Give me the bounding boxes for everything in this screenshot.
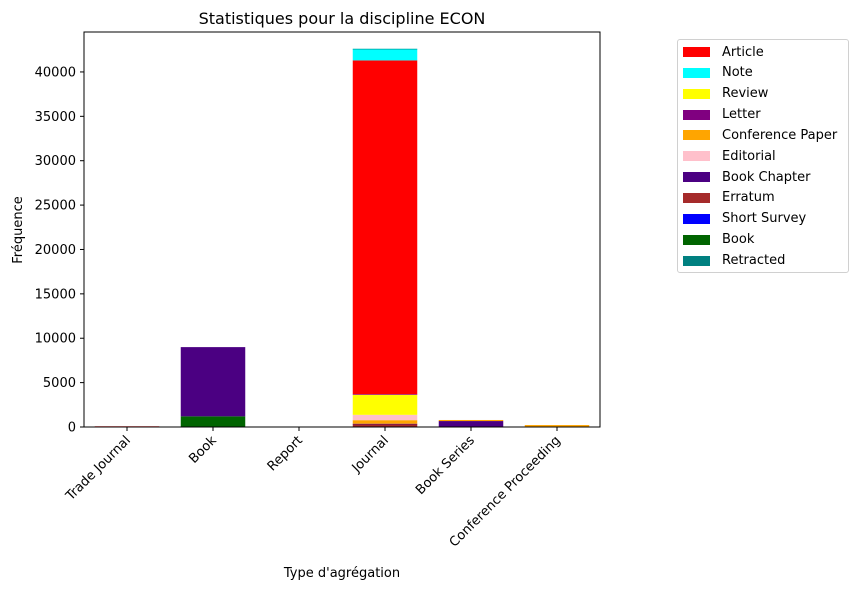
legend-label: Note <box>722 65 753 81</box>
bar-segment-book-chapter-book <box>180 347 246 417</box>
y-tick-label: 30000 <box>35 154 76 169</box>
legend-item: Retracted <box>683 251 785 271</box>
legend-swatch <box>683 130 710 141</box>
legend-label: Review <box>722 86 769 102</box>
chart-title: Statistiques pour la discipline ECON <box>199 9 486 28</box>
bar-segment-review-journal <box>352 394 418 415</box>
y-tick-label: 35000 <box>35 110 76 125</box>
bar-segment-conference-paper-journal <box>352 420 418 424</box>
legend-swatch <box>683 255 710 266</box>
x-tick-label: Report <box>265 433 306 474</box>
legend-label: Retracted <box>722 253 786 268</box>
legend-label: Editorial <box>722 148 776 164</box>
legend-swatch <box>683 172 710 183</box>
y-tick-label: 5000 <box>43 376 76 391</box>
x-axis: Trade Journal Book Report Journal Book Serie… <box>63 427 564 550</box>
bar-segment-conference-paper-book-series <box>438 419 504 422</box>
legend-label: Book <box>722 232 755 248</box>
bar-segment-editorial-journal <box>352 414 418 421</box>
legend-label: Article <box>722 44 764 60</box>
legend-swatch <box>683 88 710 99</box>
y-axis: 0 5000 10000 15000 20000 25000 30000 35000 40000 <box>35 65 84 436</box>
legend-label: Short Survey <box>722 211 807 227</box>
bar-segment-letter-journal <box>352 394 418 395</box>
y-tick-label: 40000 <box>35 65 76 80</box>
bar-segment-book-chapter-book-series <box>438 421 504 427</box>
legend-swatch <box>683 109 710 120</box>
bar-segment-note-journal <box>352 48 418 61</box>
bar-segment-retracted-journal <box>352 48 418 50</box>
x-tick-label: Journal <box>349 433 392 476</box>
y-tick-label: 15000 <box>35 287 76 302</box>
x-tick-label: Trade Journal <box>63 433 134 504</box>
legend-swatch <box>683 213 710 224</box>
y-tick-label: 10000 <box>35 332 76 347</box>
bar-segment-book-chapter-journal <box>352 423 418 425</box>
legend-item: Erratum <box>683 188 775 208</box>
y-tick-label: 20000 <box>35 243 76 258</box>
y-tick-label: 25000 <box>35 199 76 214</box>
legend-swatch <box>683 47 710 57</box>
y-axis-label: Fréquence <box>11 196 26 263</box>
bar-segment-article-journal <box>352 60 418 395</box>
legend-swatch <box>683 192 710 203</box>
legend-swatch <box>683 234 710 245</box>
bar-segment-conference-paper-conference-proceeding <box>524 425 590 427</box>
x-tick-label: Book Series <box>413 433 478 498</box>
legend-label: Book Chapter <box>722 169 811 185</box>
bars-layer <box>94 48 590 428</box>
legend-swatch <box>683 151 710 162</box>
x-tick-label: Book <box>186 433 220 467</box>
legend-item: Letter <box>683 105 761 125</box>
legend-item: Conference Paper <box>683 125 837 145</box>
legend-item: Book <box>683 230 754 250</box>
legend-swatch <box>683 67 710 78</box>
legend-item: Editorial <box>683 146 776 166</box>
legend-item: Note <box>683 63 753 83</box>
bar-segment-book-book <box>180 416 246 427</box>
legend-item: Short Survey <box>683 209 806 229</box>
legend-label: Letter <box>722 107 761 123</box>
x-axis-label: Type d'agrégation <box>283 566 400 581</box>
plot-frame <box>83 31 601 428</box>
bar-segment-erratum-journal <box>352 423 418 427</box>
legend-item: Review <box>683 84 768 104</box>
legend-label: Erratum <box>722 190 775 206</box>
legend-item: Book Chapter <box>683 167 810 187</box>
chart-legend: Article Note Review Letter Conference Paper E… <box>677 39 849 273</box>
legend-item: Article <box>683 42 764 62</box>
legend-label: Conference Paper <box>722 127 838 143</box>
y-tick-label: 0 <box>68 421 76 436</box>
